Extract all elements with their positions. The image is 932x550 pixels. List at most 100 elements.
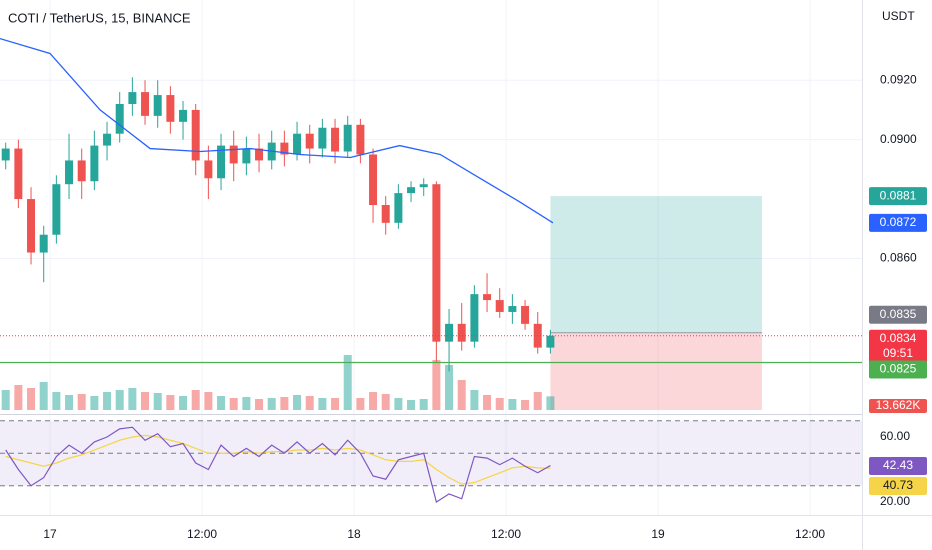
candle-body: [381, 205, 390, 223]
rsi-tick-label: 60.00: [880, 429, 910, 443]
ma-tag-box: [869, 213, 927, 232]
volume-bar: [432, 360, 441, 410]
volume-bar: [419, 399, 428, 410]
candle-body: [293, 133, 302, 155]
entry-tag: 0.0835: [880, 307, 917, 321]
volume-bar: [191, 390, 200, 410]
candle-body: [305, 133, 314, 149]
volume-bar: [65, 395, 74, 410]
candle-body: [14, 148, 23, 200]
candle-body: [128, 92, 137, 104]
volume-bar: [115, 390, 124, 410]
candle-body: [343, 124, 352, 152]
volume-bar: [242, 397, 251, 410]
candle-body: [419, 184, 428, 188]
volume-bar: [14, 385, 23, 410]
rsi-ma-tag-box: [869, 477, 927, 495]
volume-bar: [1, 390, 10, 410]
current-price-box: [869, 329, 927, 364]
rsi-band: [0, 420, 862, 486]
volume-bar: [166, 395, 175, 410]
volume-bar: [483, 395, 492, 410]
candle-body: [369, 154, 378, 205]
candle-body: [191, 109, 200, 161]
x-tick-label: 18: [347, 527, 361, 541]
chart-title: COTI / TetherUS, 15, BINANCE: [8, 10, 191, 25]
candle-body: [546, 335, 555, 348]
volume-bar: [546, 396, 555, 410]
volume-tag-box: [869, 399, 927, 413]
candle-body: [394, 193, 403, 223]
candle-body: [179, 109, 188, 122]
candle-body: [39, 234, 48, 253]
target-tag-box: [869, 187, 927, 206]
candle-body: [457, 323, 466, 342]
candle-body: [483, 294, 492, 301]
volume-bar: [77, 394, 86, 410]
candle-body: [115, 103, 124, 134]
candle-body: [166, 95, 175, 122]
volume-bar: [331, 398, 340, 410]
candle-body: [318, 127, 327, 149]
volume-bar: [381, 394, 390, 410]
volume-bar: [369, 392, 378, 410]
rsi-tag-box: [869, 457, 927, 475]
entry-tag-box: [869, 305, 927, 324]
volume-bar: [445, 365, 454, 410]
x-tick-label: 12:00: [491, 527, 521, 541]
candle-body: [508, 306, 517, 312]
volume-bar: [495, 398, 504, 410]
ma-tag: 0.0872: [880, 215, 917, 229]
y-tick-label: 0.0920: [880, 72, 917, 86]
x-tick-label: 12:00: [187, 527, 217, 541]
volume-bar: [267, 398, 276, 410]
volume-bar: [52, 392, 61, 410]
rsi-tick-label: 20.00: [880, 494, 910, 508]
volume-bar: [407, 400, 416, 410]
volume-bar: [521, 400, 530, 410]
x-tick-label: 19: [651, 527, 665, 541]
volume-bar: [293, 395, 302, 410]
volume-bar: [103, 392, 112, 410]
candle-body: [90, 145, 99, 182]
current-price-tag: 0.0834: [880, 331, 917, 345]
candle-body: [445, 323, 454, 342]
rsi-ma-line: [5, 434, 551, 485]
volume-bar: [39, 382, 48, 410]
volume-bar: [280, 397, 289, 410]
candle-body: [65, 160, 74, 185]
candle-body: [52, 184, 61, 235]
candle-body: [103, 133, 112, 146]
volume-bar: [229, 398, 238, 410]
volume-bar: [179, 396, 188, 410]
y-tick-label: 0.0860: [880, 251, 917, 265]
x-tick-label: 12:00: [795, 527, 825, 541]
y-tick-label: 0.0900: [880, 132, 917, 146]
volume-tag: 13.662K: [876, 398, 921, 412]
volume-bar: [255, 399, 264, 410]
hline-tag-box: [869, 360, 927, 379]
volume-bar: [394, 398, 403, 410]
candle-body: [521, 306, 530, 324]
hline-tag: 0.0825: [880, 362, 917, 376]
candle-body: [495, 300, 504, 312]
volume-bar: [128, 388, 137, 410]
candle-body: [141, 92, 150, 116]
candle-body: [153, 95, 162, 116]
volume-bar: [457, 380, 466, 410]
candle-body: [204, 160, 213, 179]
position-profit: [550, 196, 762, 333]
rsi-ma-tag: 40.73: [883, 478, 913, 492]
volume-bar: [305, 396, 314, 410]
target-tag: 0.0881: [880, 188, 917, 202]
candle-body: [255, 148, 264, 161]
candle-body: [217, 145, 226, 179]
candle-body: [407, 187, 416, 194]
candle-body: [1, 148, 10, 161]
volume-bar: [470, 390, 479, 410]
x-tick-label: 17: [43, 527, 57, 541]
moving-average: [0, 38, 554, 224]
candle-body: [280, 142, 289, 155]
